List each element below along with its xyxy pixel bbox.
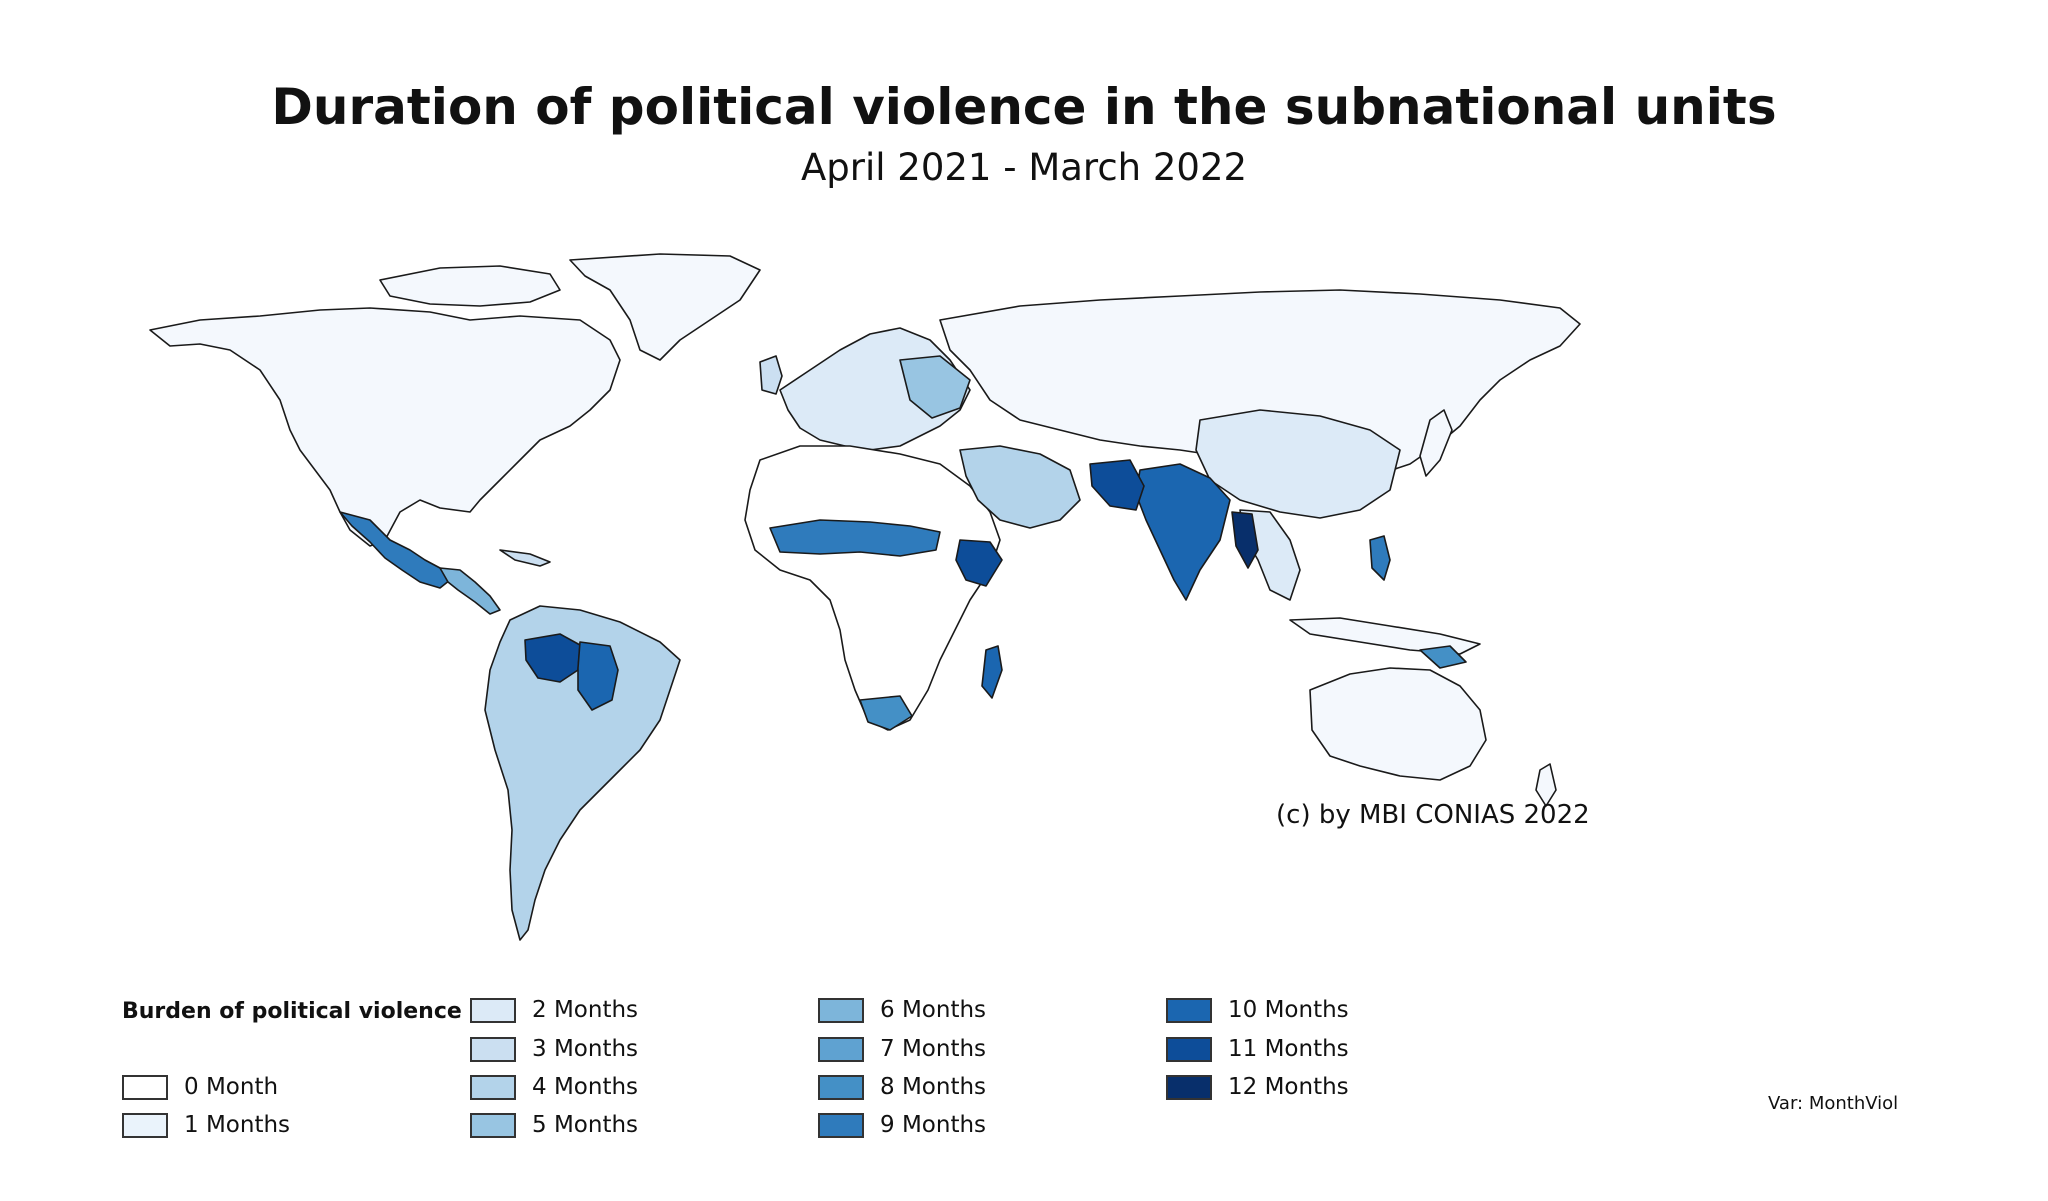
world-choropleth-map [149, 253, 1581, 941]
legend-label: 7 Months [880, 1036, 987, 1062]
legend-label: 3 Months [532, 1036, 639, 1062]
legend-item: 9 Months [818, 1110, 986, 1140]
papua [1419, 645, 1467, 669]
legend-label: 6 Months [880, 997, 987, 1023]
legend-item: 7 Months [818, 1034, 986, 1064]
legend-item: 0 Month [122, 1072, 278, 1102]
legend-item: 4 Months [470, 1072, 638, 1102]
legend-item: 11 Months [1166, 1034, 1349, 1064]
legend-swatch [1166, 1036, 1212, 1062]
japan [1419, 409, 1453, 477]
legend-swatch [122, 1074, 168, 1100]
legend-item: 6 Months [818, 995, 986, 1025]
legend-swatch [818, 1112, 864, 1138]
legend-item: 1 Months [122, 1110, 290, 1140]
map-title: Duration of political violence in the su… [271, 78, 1777, 136]
legend-label: 8 Months [880, 1074, 987, 1100]
legend-label: 1 Months [184, 1112, 291, 1138]
madagascar [981, 645, 1003, 699]
copyright-note: (c) by MBI CONIAS 2022 [1276, 800, 1590, 830]
australia [1309, 667, 1487, 781]
south-africa-region [859, 695, 913, 731]
great-britain [759, 355, 783, 395]
variable-note: Var: MonthViol [1768, 1093, 1899, 1114]
new-zealand [1535, 763, 1557, 807]
myanmar [1231, 511, 1259, 569]
legend-label: 10 Months [1228, 997, 1349, 1023]
legend-swatch [470, 1112, 516, 1138]
legend-swatch [470, 997, 516, 1023]
legend-item: 8 Months [818, 1072, 986, 1102]
caribbean [499, 549, 551, 567]
north-america [149, 307, 621, 547]
legend-swatch [818, 1074, 864, 1100]
greenland [569, 253, 761, 361]
legend-swatch [470, 1074, 516, 1100]
legend-swatch [122, 1112, 168, 1138]
legend-item: 5 Months [470, 1110, 638, 1140]
legend-label: 5 Months [532, 1112, 639, 1138]
map-subtitle: April 2021 - March 2022 [800, 146, 1248, 189]
legend-item: 10 Months [1166, 995, 1349, 1025]
legend-swatch [1166, 997, 1212, 1023]
amazonas-region [524, 633, 581, 683]
legend-label: 4 Months [532, 1074, 639, 1100]
legend-swatch [818, 1036, 864, 1062]
legend-title: Burden of political violence [122, 999, 462, 1024]
mexico [339, 511, 451, 589]
eastern-europe [899, 355, 971, 419]
philippines [1369, 535, 1391, 581]
legend-item: 3 Months [470, 1034, 638, 1064]
legend-label: 12 Months [1228, 1074, 1349, 1100]
legend-item: 2 Months [470, 995, 638, 1025]
arctic-islands [379, 265, 561, 307]
sahel-band [769, 519, 941, 557]
legend-label: 9 Months [880, 1112, 987, 1138]
india [1135, 463, 1231, 601]
central-america [439, 567, 501, 615]
brazil-north-region [577, 641, 619, 711]
legend-label: 11 Months [1228, 1036, 1349, 1062]
legend-label: 0 Month [184, 1074, 279, 1100]
legend-swatch [1166, 1074, 1212, 1100]
south-america [484, 605, 681, 941]
middle-east [959, 445, 1081, 529]
legend-swatch [470, 1036, 516, 1062]
indonesia [1289, 617, 1481, 655]
pakistan-afghanistan [1089, 459, 1145, 511]
legend-swatch [818, 997, 864, 1023]
legend-label: 2 Months [532, 997, 639, 1023]
horn-of-africa [955, 539, 1003, 587]
legend-item: 12 Months [1166, 1072, 1349, 1102]
africa [744, 445, 1001, 731]
